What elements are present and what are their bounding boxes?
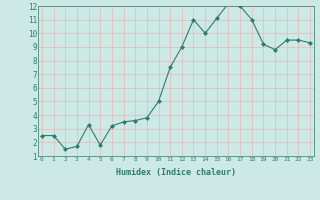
X-axis label: Humidex (Indice chaleur): Humidex (Indice chaleur) [116, 168, 236, 177]
